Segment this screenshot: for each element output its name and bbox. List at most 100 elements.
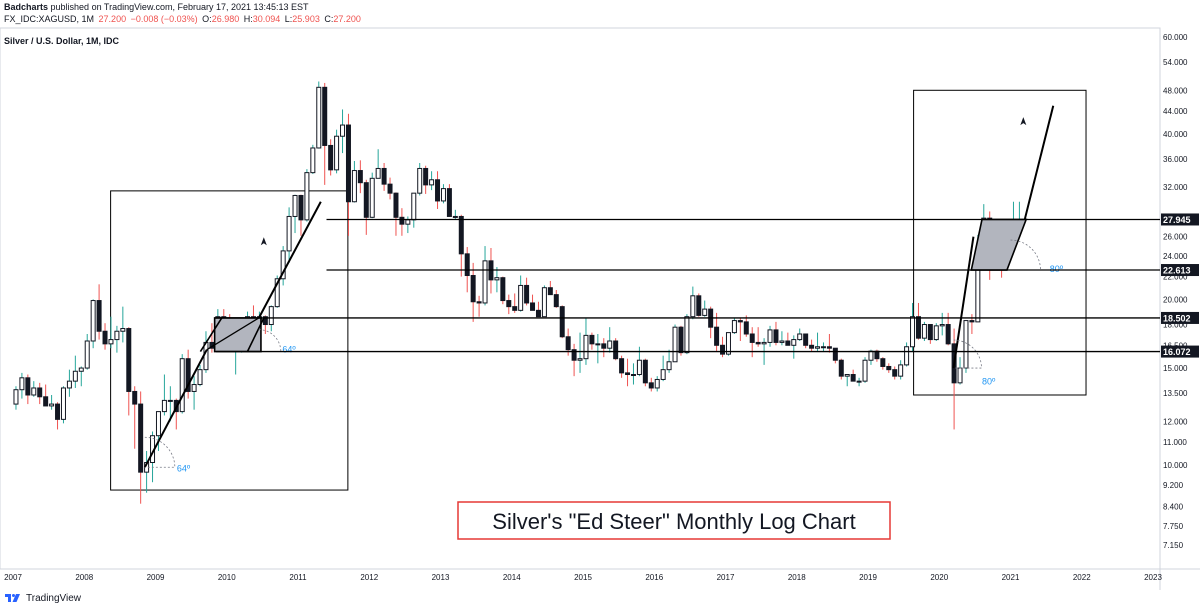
angle-arc — [258, 329, 282, 353]
y-tick-label: 10.000 — [1163, 461, 1188, 470]
candle-body — [132, 390, 138, 405]
caption-box — [457, 501, 891, 540]
candle-body — [910, 316, 916, 348]
candle-body — [530, 302, 536, 311]
candle — [832, 347, 838, 364]
y-tick-label: 7.150 — [1163, 541, 1184, 550]
candle-body — [179, 358, 185, 413]
y-tick-label: 36.000 — [1163, 155, 1188, 164]
flag-shape — [213, 317, 262, 353]
candle-body — [411, 192, 417, 221]
candle — [435, 171, 441, 209]
candle — [375, 149, 381, 179]
candle — [60, 386, 66, 424]
candle — [791, 335, 797, 359]
candle — [328, 139, 334, 176]
candle — [387, 177, 393, 200]
candle-body — [553, 294, 559, 308]
candle — [476, 295, 482, 317]
candle-body — [512, 306, 518, 311]
chart-caption: Silver's "Ed Steer" Monthly Log Chart — [492, 509, 855, 534]
candle — [423, 165, 429, 194]
candle-body — [791, 339, 797, 346]
candle — [910, 302, 916, 352]
candle — [547, 280, 553, 296]
candle — [120, 306, 126, 343]
candle-body — [921, 324, 927, 339]
candle-body — [185, 358, 191, 392]
candle-body — [577, 358, 583, 361]
candle — [132, 386, 138, 449]
candle-body — [601, 343, 607, 349]
candle — [43, 384, 49, 407]
candle — [429, 171, 435, 191]
price-level-tag — [1161, 213, 1199, 226]
footer-brand[interactable]: TradingView — [26, 592, 82, 604]
author[interactable]: Badcharts — [4, 2, 49, 12]
candle — [298, 194, 304, 236]
candle-body — [541, 287, 547, 318]
highlight-box — [913, 89, 1087, 396]
candle — [850, 369, 856, 382]
candle — [512, 293, 518, 313]
candle-body — [49, 403, 55, 407]
candle — [927, 324, 933, 344]
y-tick-label: 22.000 — [1163, 273, 1188, 282]
x-tick-label: 2017 — [717, 573, 735, 582]
candle-body — [476, 301, 482, 304]
close-label: C: — [324, 14, 334, 24]
y-tick-label: 15.000 — [1163, 364, 1188, 373]
candle — [892, 366, 898, 380]
candle — [274, 275, 280, 308]
candle-body — [280, 250, 286, 280]
angle-label: 80º — [1050, 264, 1064, 274]
y-tick-label: 20.000 — [1163, 295, 1188, 304]
flag-shape — [970, 218, 1028, 271]
price-level-tag — [1161, 264, 1199, 277]
candle-body — [607, 340, 613, 349]
candle-body — [785, 340, 791, 346]
candle-body — [939, 324, 945, 327]
candle — [690, 286, 696, 320]
candle-body — [690, 295, 696, 318]
candle — [856, 377, 862, 387]
candle — [559, 305, 565, 339]
candle — [470, 262, 476, 322]
candle-body — [702, 308, 708, 316]
candle-body — [666, 361, 672, 371]
candle-body — [844, 374, 850, 377]
y-tick-label: 40.000 — [1163, 130, 1188, 139]
candle-body — [826, 346, 832, 349]
x-tick-label: 2015 — [574, 573, 592, 582]
candle — [571, 343, 577, 377]
candle-body — [779, 340, 785, 343]
x-tick-label: 2009 — [147, 573, 165, 582]
candle — [595, 333, 601, 364]
candle-body — [197, 369, 203, 386]
candle — [102, 323, 108, 350]
last-price: 27.200 — [98, 14, 127, 24]
price-level-tag — [1161, 345, 1199, 358]
candle-body — [108, 339, 114, 345]
candle-body — [969, 320, 975, 323]
candle-body — [660, 369, 666, 380]
candle-body — [714, 326, 720, 346]
candle-body — [678, 326, 684, 354]
candle — [286, 207, 292, 263]
candle — [488, 247, 494, 294]
candle-body — [120, 328, 126, 332]
candle — [838, 358, 844, 380]
candle — [185, 349, 191, 399]
candle — [197, 364, 203, 387]
candle — [535, 301, 541, 318]
candle-body — [316, 86, 322, 149]
candle — [49, 394, 55, 410]
y-tick-label: 44.000 — [1163, 107, 1188, 116]
candle — [108, 316, 114, 349]
candle-body — [636, 359, 642, 376]
candle-body — [114, 330, 120, 341]
candle-body — [809, 344, 815, 349]
candle — [458, 214, 464, 277]
candle-body — [399, 216, 405, 225]
